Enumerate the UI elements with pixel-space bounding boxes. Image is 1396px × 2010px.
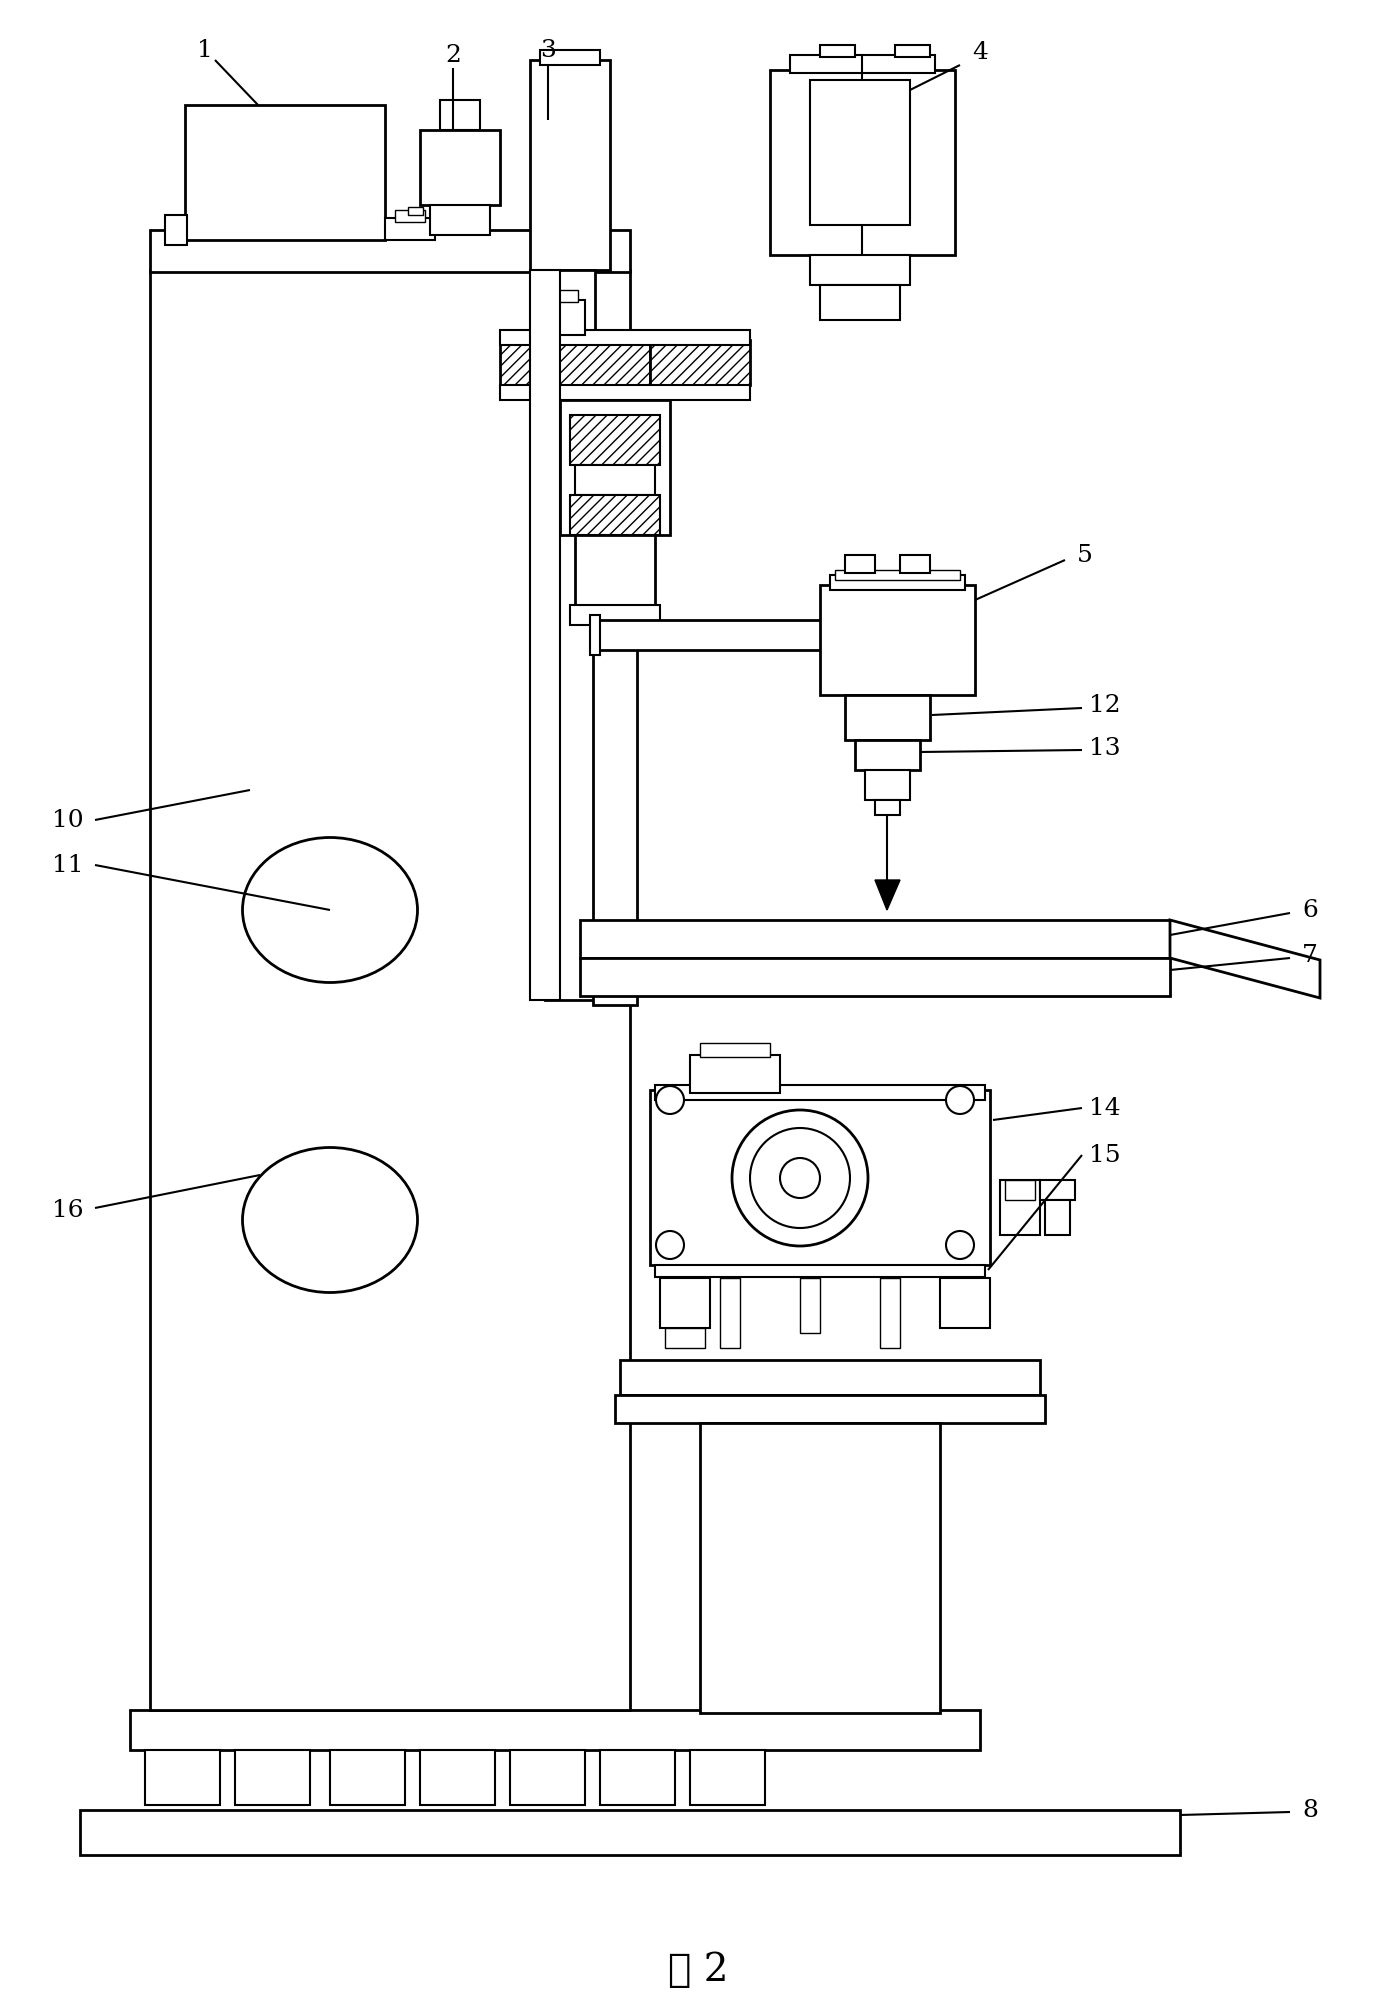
Polygon shape <box>1170 921 1321 999</box>
Bar <box>579 959 1170 997</box>
Bar <box>560 400 670 535</box>
Circle shape <box>750 1128 850 1228</box>
Bar <box>549 289 578 302</box>
Bar <box>570 494 660 535</box>
Text: 2: 2 <box>445 44 461 66</box>
Bar <box>895 44 930 56</box>
Text: 10: 10 <box>52 808 84 832</box>
Circle shape <box>656 1230 684 1258</box>
Bar <box>540 50 600 64</box>
Bar <box>149 229 630 271</box>
Bar <box>510 1751 585 1805</box>
Bar <box>420 131 500 205</box>
Text: 11: 11 <box>52 854 84 876</box>
Bar <box>771 70 955 255</box>
Bar <box>544 269 595 1001</box>
Bar <box>866 770 910 800</box>
Bar <box>690 1751 765 1805</box>
Bar <box>616 1395 1046 1423</box>
Bar <box>540 299 585 336</box>
Circle shape <box>732 1110 868 1246</box>
Bar <box>819 44 854 56</box>
Bar <box>699 1043 771 1057</box>
Text: 8: 8 <box>1302 1799 1318 1821</box>
Circle shape <box>656 1085 684 1114</box>
Bar <box>1046 1200 1069 1234</box>
Bar <box>831 575 965 591</box>
Bar <box>875 800 900 814</box>
Bar <box>810 255 910 285</box>
Circle shape <box>780 1158 819 1198</box>
Bar <box>699 1423 940 1713</box>
Bar <box>810 80 910 225</box>
Bar <box>395 209 424 221</box>
Bar <box>879 1278 900 1349</box>
Bar <box>664 1329 705 1349</box>
Text: 5: 5 <box>1078 543 1093 567</box>
Bar <box>145 1751 221 1805</box>
Bar <box>500 386 750 400</box>
Bar <box>845 695 930 740</box>
Bar <box>530 269 560 1001</box>
Bar <box>408 207 423 215</box>
Bar <box>500 330 750 346</box>
Bar <box>530 60 610 269</box>
Bar <box>800 1278 819 1333</box>
Bar <box>593 625 637 1005</box>
Text: 7: 7 <box>1302 943 1318 967</box>
Text: 1: 1 <box>197 38 212 62</box>
Bar <box>660 1278 711 1329</box>
Bar <box>651 1089 990 1264</box>
Polygon shape <box>875 880 900 911</box>
Text: 16: 16 <box>52 1198 84 1222</box>
Bar <box>570 605 660 625</box>
Bar <box>430 205 490 235</box>
Bar <box>940 1278 990 1329</box>
Bar <box>591 615 600 655</box>
Bar <box>845 555 875 573</box>
Text: 图 2: 图 2 <box>667 1952 729 1988</box>
Bar <box>329 1751 405 1805</box>
Text: 6: 6 <box>1302 898 1318 921</box>
Text: 12: 12 <box>1089 693 1121 716</box>
Bar <box>900 555 930 573</box>
Bar <box>819 585 974 695</box>
Bar <box>440 100 480 131</box>
Bar <box>690 1055 780 1093</box>
Text: 3: 3 <box>540 38 556 62</box>
Bar <box>575 464 655 494</box>
Circle shape <box>946 1085 974 1114</box>
Text: 15: 15 <box>1089 1144 1121 1166</box>
Bar <box>651 340 750 386</box>
Bar <box>819 285 900 320</box>
Bar <box>655 1264 986 1276</box>
Bar <box>600 1751 676 1805</box>
Bar <box>835 571 960 581</box>
Text: 14: 14 <box>1089 1097 1121 1120</box>
Bar <box>854 740 920 770</box>
Bar <box>1000 1180 1040 1234</box>
Bar <box>80 1809 1180 1855</box>
Bar <box>620 1361 1040 1395</box>
Bar <box>595 619 825 649</box>
Bar <box>579 921 1170 959</box>
Bar <box>420 1751 496 1805</box>
Bar <box>570 414 660 464</box>
Bar <box>186 105 385 239</box>
Text: 4: 4 <box>972 40 988 64</box>
Bar <box>575 535 655 605</box>
Circle shape <box>946 1230 974 1258</box>
Bar <box>1040 1180 1075 1200</box>
Bar <box>655 1085 986 1099</box>
Bar <box>1005 1180 1034 1200</box>
Bar <box>720 1278 740 1349</box>
Bar <box>165 215 187 245</box>
Bar <box>385 217 436 239</box>
Bar <box>130 1711 980 1751</box>
Text: 13: 13 <box>1089 736 1121 760</box>
Bar <box>790 54 935 72</box>
Bar <box>500 340 651 386</box>
Bar <box>149 269 630 1711</box>
Bar <box>235 1751 310 1805</box>
